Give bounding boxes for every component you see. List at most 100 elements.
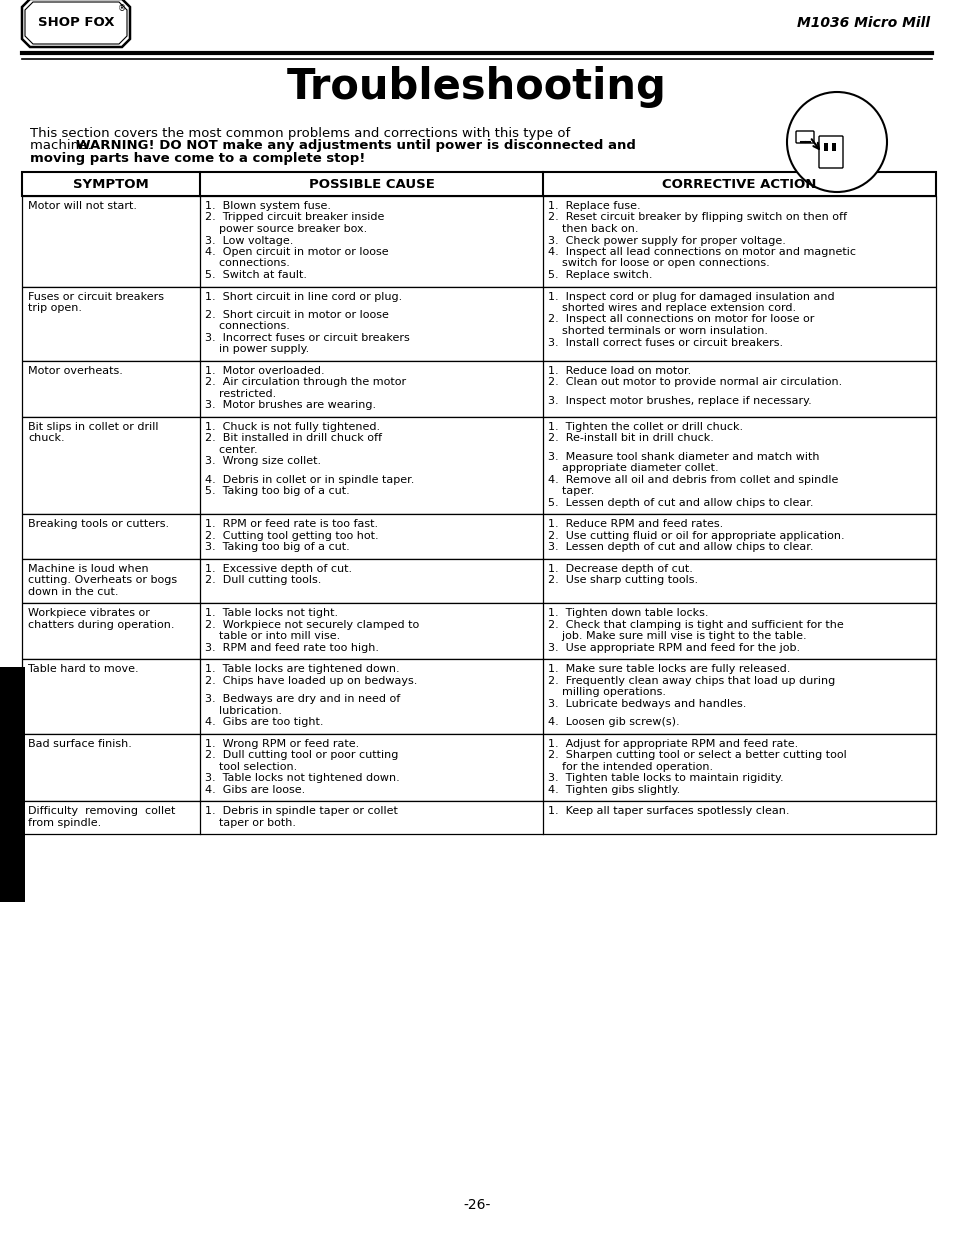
Text: machine.: machine. bbox=[30, 140, 95, 152]
Text: 3.  Measure tool shank diameter and match with: 3. Measure tool shank diameter and match… bbox=[547, 452, 819, 462]
Text: shorted terminals or worn insulation.: shorted terminals or worn insulation. bbox=[547, 326, 767, 336]
Text: shorted wires and replace extension cord.: shorted wires and replace extension cord… bbox=[547, 303, 796, 312]
Bar bbox=[823, 143, 827, 151]
Text: 4.  Loosen gib screw(s).: 4. Loosen gib screw(s). bbox=[547, 718, 679, 727]
Polygon shape bbox=[25, 2, 127, 44]
Text: switch for loose or open connections.: switch for loose or open connections. bbox=[547, 258, 769, 268]
Text: Machine is loud when: Machine is loud when bbox=[28, 564, 149, 574]
Text: 2.  Dull cutting tools.: 2. Dull cutting tools. bbox=[205, 576, 321, 585]
Text: table or into mill vise.: table or into mill vise. bbox=[205, 631, 340, 641]
Text: 3.  Lubricate bedways and handles.: 3. Lubricate bedways and handles. bbox=[547, 699, 745, 709]
Text: 3.  Use appropriate RPM and feed for the job.: 3. Use appropriate RPM and feed for the … bbox=[547, 642, 800, 653]
Text: 5.  Switch at fault.: 5. Switch at fault. bbox=[205, 270, 307, 280]
Text: 1.  Tighten the collet or drill chuck.: 1. Tighten the collet or drill chuck. bbox=[547, 422, 742, 432]
Text: 3.  Incorrect fuses or circuit breakers: 3. Incorrect fuses or circuit breakers bbox=[205, 333, 410, 343]
Text: 3.  Taking too big of a cut.: 3. Taking too big of a cut. bbox=[205, 542, 350, 552]
Text: 1.  Reduce load on motor.: 1. Reduce load on motor. bbox=[547, 366, 691, 375]
Text: down in the cut.: down in the cut. bbox=[28, 587, 118, 597]
Text: 4.  Remove all oil and debris from collet and spindle: 4. Remove all oil and debris from collet… bbox=[547, 474, 838, 485]
Text: chatters during operation.: chatters during operation. bbox=[28, 620, 174, 630]
Text: 2.  Clean out motor to provide normal air circulation.: 2. Clean out motor to provide normal air… bbox=[547, 378, 841, 388]
Text: tool selection.: tool selection. bbox=[205, 762, 297, 772]
Text: 2.  Check that clamping is tight and sufficient for the: 2. Check that clamping is tight and suff… bbox=[547, 620, 842, 630]
Text: 2.  Sharpen cutting tool or select a better cutting tool: 2. Sharpen cutting tool or select a bett… bbox=[547, 750, 846, 761]
Bar bbox=[22, 558, 935, 604]
Text: 2.  Air circulation through the motor: 2. Air circulation through the motor bbox=[205, 378, 406, 388]
Text: Motor will not start.: Motor will not start. bbox=[28, 201, 137, 211]
Text: 5.  Lessen depth of cut and allow chips to clear.: 5. Lessen depth of cut and allow chips t… bbox=[547, 498, 813, 508]
Text: Bit slips in collet or drill: Bit slips in collet or drill bbox=[28, 422, 158, 432]
Text: trip open.: trip open. bbox=[28, 303, 82, 312]
Text: 1.  Short circuit in line cord or plug.: 1. Short circuit in line cord or plug. bbox=[205, 291, 402, 301]
Text: from spindle.: from spindle. bbox=[28, 818, 101, 827]
Text: 3.  Inspect motor brushes, replace if necessary.: 3. Inspect motor brushes, replace if nec… bbox=[547, 395, 811, 406]
Text: Table hard to move.: Table hard to move. bbox=[28, 664, 138, 674]
Text: 2.  Dull cutting tool or poor cutting: 2. Dull cutting tool or poor cutting bbox=[205, 750, 398, 761]
Text: 3.  Install correct fuses or circuit breakers.: 3. Install correct fuses or circuit brea… bbox=[547, 337, 782, 347]
Text: Difficulty  removing  collet: Difficulty removing collet bbox=[28, 806, 175, 816]
Text: 3.  Low voltage.: 3. Low voltage. bbox=[205, 236, 294, 246]
Text: appropriate diameter collet.: appropriate diameter collet. bbox=[547, 463, 718, 473]
Text: in power supply.: in power supply. bbox=[205, 345, 309, 354]
Text: Breaking tools or cutters.: Breaking tools or cutters. bbox=[28, 519, 169, 530]
Text: POSSIBLE CAUSE: POSSIBLE CAUSE bbox=[308, 178, 434, 190]
Bar bbox=[22, 659, 935, 734]
Text: 2.  Workpiece not securely clamped to: 2. Workpiece not securely clamped to bbox=[205, 620, 418, 630]
Text: 2.  Short circuit in motor or loose: 2. Short circuit in motor or loose bbox=[205, 310, 389, 320]
Bar bbox=[22, 287, 935, 361]
Text: 1.  Keep all taper surfaces spotlessly clean.: 1. Keep all taper surfaces spotlessly cl… bbox=[547, 806, 789, 816]
Text: 3.  Motor brushes are wearing.: 3. Motor brushes are wearing. bbox=[205, 400, 375, 410]
Text: 2.  Tripped circuit breaker inside: 2. Tripped circuit breaker inside bbox=[205, 212, 384, 222]
Text: SHOP FOX: SHOP FOX bbox=[38, 16, 114, 30]
Text: This section covers the most common problems and corrections with this type of: This section covers the most common prob… bbox=[30, 127, 570, 140]
Text: Workpiece vibrates or: Workpiece vibrates or bbox=[28, 609, 150, 619]
Circle shape bbox=[786, 91, 886, 191]
Bar bbox=[22, 802, 935, 834]
Text: Troubleshooting: Troubleshooting bbox=[287, 65, 666, 107]
Text: 3.  Check power supply for proper voltage.: 3. Check power supply for proper voltage… bbox=[547, 236, 785, 246]
Text: 4.  Open circuit in motor or loose: 4. Open circuit in motor or loose bbox=[205, 247, 388, 257]
Text: 4.  Tighten gibs slightly.: 4. Tighten gibs slightly. bbox=[547, 784, 679, 794]
Text: 1.  Table locks are tightened down.: 1. Table locks are tightened down. bbox=[205, 664, 399, 674]
Text: job. Make sure mill vise is tight to the table.: job. Make sure mill vise is tight to the… bbox=[547, 631, 806, 641]
Text: 1.  Chuck is not fully tightened.: 1. Chuck is not fully tightened. bbox=[205, 422, 379, 432]
Text: 3.  Lessen depth of cut and allow chips to clear.: 3. Lessen depth of cut and allow chips t… bbox=[547, 542, 813, 552]
Text: lubrication.: lubrication. bbox=[205, 705, 282, 716]
Text: connections.: connections. bbox=[205, 321, 290, 331]
Text: taper.: taper. bbox=[547, 487, 594, 496]
Text: 3.  Bedways are dry and in need of: 3. Bedways are dry and in need of bbox=[205, 694, 400, 704]
Text: center.: center. bbox=[205, 445, 257, 454]
Text: taper or both.: taper or both. bbox=[205, 818, 295, 827]
Text: 1.  Reduce RPM and feed rates.: 1. Reduce RPM and feed rates. bbox=[547, 519, 722, 530]
Text: 4.  Inspect all lead connections on motor and magnetic: 4. Inspect all lead connections on motor… bbox=[547, 247, 855, 257]
Text: Fuses or circuit breakers: Fuses or circuit breakers bbox=[28, 291, 164, 301]
Text: Motor overheats.: Motor overheats. bbox=[28, 366, 123, 375]
Text: 1.  Inspect cord or plug for damaged insulation and: 1. Inspect cord or plug for damaged insu… bbox=[547, 291, 834, 301]
Text: 4.  Gibs are too tight.: 4. Gibs are too tight. bbox=[205, 718, 323, 727]
Text: then back on.: then back on. bbox=[547, 224, 638, 233]
Text: 2.  Inspect all connections on motor for loose or: 2. Inspect all connections on motor for … bbox=[547, 315, 814, 325]
Text: cutting. Overheats or bogs: cutting. Overheats or bogs bbox=[28, 576, 177, 585]
Text: 1.  Replace fuse.: 1. Replace fuse. bbox=[547, 201, 640, 211]
Text: restricted.: restricted. bbox=[205, 389, 276, 399]
Text: 2.  Chips have loaded up on bedways.: 2. Chips have loaded up on bedways. bbox=[205, 676, 417, 685]
FancyBboxPatch shape bbox=[818, 136, 842, 168]
Text: ®: ® bbox=[118, 5, 126, 14]
Text: 1.  Decrease depth of cut.: 1. Decrease depth of cut. bbox=[547, 564, 692, 574]
Text: milling operations.: milling operations. bbox=[547, 688, 665, 698]
Text: M1036 Micro Mill: M1036 Micro Mill bbox=[796, 16, 929, 30]
Text: 2.  Use cutting fluid or oil for appropriate application.: 2. Use cutting fluid or oil for appropri… bbox=[547, 531, 843, 541]
Text: 1.  Wrong RPM or feed rate.: 1. Wrong RPM or feed rate. bbox=[205, 739, 359, 748]
Text: CORRECTIVE ACTION: CORRECTIVE ACTION bbox=[661, 178, 816, 190]
Text: SERVICE: SERVICE bbox=[6, 756, 19, 813]
Text: 1.  Debris in spindle taper or collet: 1. Debris in spindle taper or collet bbox=[205, 806, 397, 816]
Text: 1.  Excessive depth of cut.: 1. Excessive depth of cut. bbox=[205, 564, 352, 574]
Polygon shape bbox=[22, 0, 130, 47]
FancyBboxPatch shape bbox=[795, 131, 813, 143]
Text: 1.  Blown system fuse.: 1. Blown system fuse. bbox=[205, 201, 331, 211]
Text: 5.  Replace switch.: 5. Replace switch. bbox=[547, 270, 652, 280]
Text: 1.  Table locks not tight.: 1. Table locks not tight. bbox=[205, 609, 337, 619]
Text: 1.  Motor overloaded.: 1. Motor overloaded. bbox=[205, 366, 324, 375]
Text: 3.  Tighten table locks to maintain rigidity.: 3. Tighten table locks to maintain rigid… bbox=[547, 773, 782, 783]
Text: 1.  RPM or feed rate is too fast.: 1. RPM or feed rate is too fast. bbox=[205, 519, 377, 530]
